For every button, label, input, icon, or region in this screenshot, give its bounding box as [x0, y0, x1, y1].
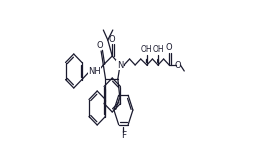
Text: O: O: [97, 40, 103, 50]
Text: O: O: [175, 60, 181, 70]
Text: F: F: [121, 130, 126, 140]
Text: NH: NH: [88, 67, 101, 75]
Text: OH: OH: [141, 46, 153, 54]
Text: O: O: [109, 36, 116, 44]
Text: N: N: [117, 60, 123, 70]
Text: OH: OH: [152, 46, 164, 54]
Text: O: O: [166, 43, 173, 53]
